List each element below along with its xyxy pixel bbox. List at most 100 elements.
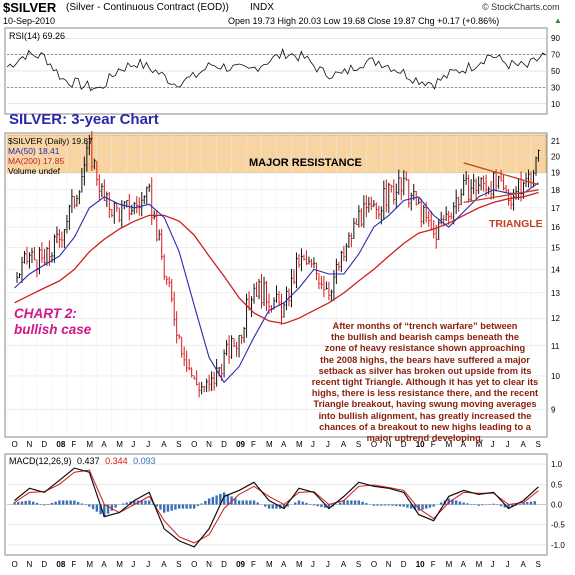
macd-x-label: A: [281, 560, 287, 569]
macd-x-label: J: [311, 560, 315, 569]
macd-histogram-bar: [264, 504, 267, 507]
macd-histogram-bar: [24, 500, 27, 505]
macd-tick-label: -0.5: [551, 521, 565, 530]
macd-histogram-bar: [133, 500, 136, 505]
price-x-label: 09: [236, 440, 245, 449]
macd-x-label: M: [116, 560, 123, 569]
macd-histogram-bar: [200, 503, 203, 505]
macd-histogram-bar: [61, 500, 65, 505]
macd-histogram-bar: [69, 500, 72, 505]
macd-histogram-bar: [425, 504, 428, 509]
macd-histogram-bar: [439, 502, 443, 505]
macd-histogram-bar: [58, 500, 61, 505]
macd-histogram-bar: [140, 500, 143, 505]
macd-histogram-bar: [222, 492, 226, 505]
commentary-line: zone of heavy resistance shown approachi…: [324, 343, 526, 354]
macd-histogram-bar: [95, 504, 99, 512]
macd-histogram-bar: [110, 504, 114, 511]
macd-histogram-bar: [80, 503, 84, 505]
macd-histogram-bar: [91, 504, 95, 510]
price-tick-label: 16: [551, 223, 560, 232]
macd-histogram-bar: [406, 504, 409, 508]
price-x-label: 08: [56, 440, 65, 449]
commentary-line: highs, there is less resistance there, a…: [311, 388, 539, 399]
macd-value: 0.437: [77, 456, 100, 466]
macd-histogram-bar: [421, 504, 424, 510]
macd-histogram-bar: [305, 502, 308, 505]
macd-x-label: A: [341, 560, 347, 569]
macd-histogram-bar: [413, 504, 417, 510]
macd-x-label: D: [401, 560, 407, 569]
price-tick-label: 18: [551, 186, 560, 195]
macd-histogram-bar: [234, 498, 237, 505]
macd-tick-label: 0.5: [551, 480, 563, 489]
header-symbol: $SILVER: [3, 0, 57, 15]
macd-x-label: M: [266, 560, 273, 569]
macd-signal-value: 0.344: [105, 456, 128, 466]
brand-logo: © StockCharts.com: [482, 2, 560, 12]
price-x-label: D: [41, 440, 47, 449]
commentary-text: After months of “trench warfare” between…: [306, 321, 544, 444]
macd-histogram-bar: [17, 501, 20, 505]
macd-histogram-bar: [391, 504, 394, 506]
commentary-line: After months of “trench warfare” between: [332, 321, 518, 331]
macd-histogram-bar: [383, 504, 387, 506]
macd-x-label: J: [326, 560, 330, 569]
price-tick-label: 21: [551, 137, 560, 146]
ma50-line: [14, 182, 539, 384]
macd-histogram-bar: [159, 504, 162, 510]
macd-histogram-bar: [84, 504, 87, 506]
macd-histogram-bar: [529, 501, 533, 505]
macd-x-label: A: [161, 560, 167, 569]
macd-x-label: O: [11, 560, 17, 569]
macd-histogram-bar: [526, 502, 529, 505]
price-tick-label: 10: [551, 372, 560, 381]
macd-histogram-bar: [185, 504, 188, 509]
commentary-line: Triangle breakout, having swung moving a…: [313, 399, 537, 410]
macd-histogram-bar: [65, 500, 69, 505]
price-x-label: O: [11, 440, 17, 449]
header-quote: Open 19.73 High 20.03 Low 19.68 Close 19…: [228, 16, 500, 26]
commentary-line: recent tight Triangle. Although it has y…: [311, 377, 539, 388]
macd-histogram-bar: [226, 494, 230, 505]
price-tick-label: 17: [551, 204, 560, 213]
triangle-pattern: [463, 162, 539, 204]
macd-histogram-bar: [54, 501, 57, 505]
macd-x-label: S: [356, 560, 361, 569]
macd-histogram-bar: [114, 504, 117, 508]
macd-histogram-bar: [267, 504, 271, 509]
macd-histogram-bar: [13, 502, 16, 505]
macd-x-label: J: [131, 560, 135, 569]
macd-histogram-bar: [492, 503, 495, 505]
macd-histogram-bar: [241, 500, 245, 505]
price-tick-label: 15: [551, 244, 560, 253]
macd-histogram-bar: [380, 504, 383, 506]
macd-histogram-bar: [320, 504, 323, 508]
price-x-label: J: [311, 440, 315, 449]
price-x-label: J: [326, 440, 330, 449]
legend-ma200: MA(200) 17.85: [8, 156, 65, 166]
price-x-label: M: [476, 440, 483, 449]
macd-histogram-bar: [207, 498, 211, 505]
commentary-line: the bullish and bearish camps beneath th…: [330, 332, 520, 343]
macd-histogram-bar: [361, 501, 364, 505]
macd-histogram-bar: [219, 493, 222, 505]
macd-histogram-bar: [417, 504, 420, 511]
macd-histogram-bar: [454, 500, 458, 505]
macd-histogram-bar: [189, 504, 192, 509]
macd-histogram-bar: [308, 504, 312, 505]
price-x-label: J: [491, 440, 495, 449]
macd-histogram-bar: [338, 502, 342, 505]
rsi-tick-label: 30: [551, 83, 560, 92]
macd-x-label: O: [191, 560, 197, 569]
macd-histogram-bar: [462, 502, 465, 505]
macd-x-label: S: [176, 560, 181, 569]
macd-x-label: J: [506, 560, 510, 569]
legend-ma50: MA(50) 18.41: [8, 146, 60, 156]
price-x-label: A: [521, 440, 527, 449]
macd-x-label: D: [41, 560, 47, 569]
macd-histogram-bar: [481, 504, 484, 506]
commentary-line: setback as silver has broken out upside …: [318, 365, 532, 376]
macd-x-label: 09: [236, 560, 245, 569]
